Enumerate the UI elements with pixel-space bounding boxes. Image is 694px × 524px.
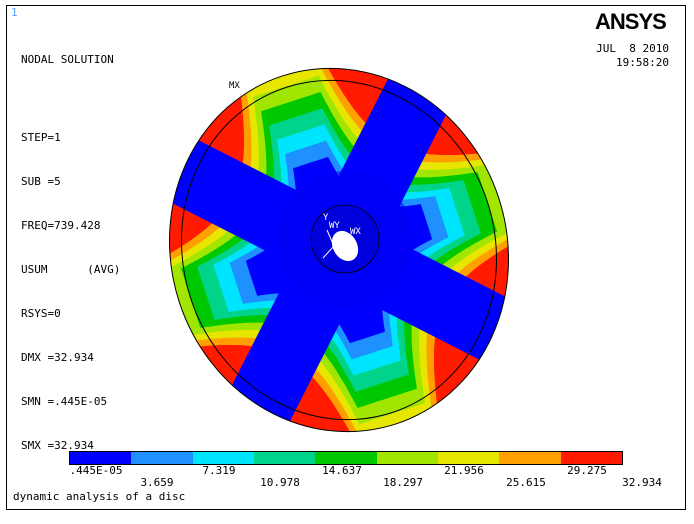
info-freq: FREQ=739.428 (21, 219, 101, 232)
legend-color-cell-4 (253, 452, 316, 464)
legend-label: .445E-05 (69, 464, 123, 477)
max-marker: MX (229, 81, 240, 91)
legend-label: 18.297 (383, 476, 423, 489)
contour-plot: Y WY WX Z MX (122, 38, 556, 466)
legend-color-cell-6 (376, 452, 438, 464)
legend-color-cell-7 (437, 452, 500, 464)
legend-label: 10.978 (260, 476, 300, 489)
legend-color-cell-9 (560, 452, 622, 464)
plot-title: NODAL SOLUTION (21, 53, 114, 66)
legend-label: 21.956 (444, 464, 484, 477)
legend-color-cell-3 (192, 452, 254, 464)
info-dmx: DMX =32.934 (21, 351, 94, 364)
axis-wx-label: WX (350, 227, 361, 237)
time-stamp: 19:58:20 (616, 56, 669, 69)
legend-color-cell-5 (315, 452, 377, 464)
info-rsys: RSYS=0 (21, 307, 61, 320)
plot-caption: dynamic analysis of a disc (13, 490, 186, 503)
axis-wy-label: WY (329, 221, 340, 231)
legend-color-cell-1 (70, 452, 132, 464)
graphics-window[interactable]: 1 NODAL SOLUTION STEP=1 SUB =5 FREQ=739.… (6, 5, 686, 510)
disc-contours (122, 38, 556, 466)
info-step: STEP=1 (21, 131, 61, 144)
legend-color-cell-2 (131, 452, 193, 464)
axis-z-label: Z (348, 237, 354, 247)
info-smx: SMX =32.934 (21, 439, 94, 452)
disc-outer-edge (169, 67, 509, 433)
legend-label: 32.934 (622, 476, 662, 489)
date-stamp: JUL 8 2010 (596, 42, 669, 55)
axis-triad: Y WY WX Z (322, 213, 361, 259)
axis-y-label: Y (323, 213, 329, 223)
legend-label: 29.275 (567, 464, 607, 477)
info-smn: SMN =.445E-05 (21, 395, 108, 408)
info-sub: SUB =5 (21, 175, 61, 188)
legend-label: 14.637 (322, 464, 362, 477)
disc-inner-edge (181, 79, 497, 421)
result-info-block: NODAL SOLUTION STEP=1 SUB =5 FREQ=739.42… (21, 24, 120, 482)
legend-label: 7.319 (202, 464, 236, 477)
info-usum: USUM (AVG) (21, 263, 121, 276)
legend-label: 3.659 (140, 476, 174, 489)
legend-color-cell-8 (499, 452, 561, 464)
ansys-logo: ANSYS (595, 9, 667, 34)
contour-legend-bar (69, 451, 623, 465)
legend-label: 25.615 (506, 476, 546, 489)
window-number: 1 (11, 6, 18, 19)
